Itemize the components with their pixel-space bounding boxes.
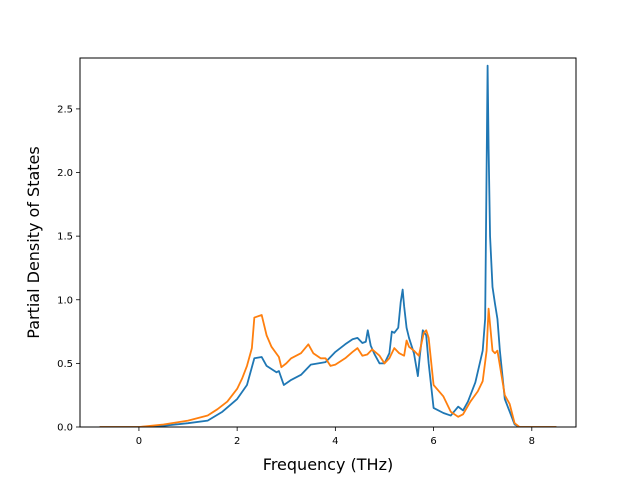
y-axis-label: Partial Density of States <box>24 146 43 338</box>
y-tick-label: 1.0 <box>57 295 73 306</box>
axes-frame <box>79 57 577 428</box>
x-tick-label: 6 <box>430 436 436 447</box>
y-tick-label: 0.5 <box>57 359 73 370</box>
y-axis: 0.0 0.5 1.0 1.5 2.0 2.5 <box>57 104 80 434</box>
y-tick-label: 2.5 <box>57 104 73 115</box>
x-tick-label: 8 <box>529 436 535 447</box>
series-2-line <box>99 307 557 427</box>
x-tick-label: 2 <box>234 436 240 447</box>
y-tick-label: 0.0 <box>57 423 73 434</box>
x-tick-label: 4 <box>332 436 338 447</box>
y-tick-label: 1.5 <box>57 232 73 243</box>
x-axis: 0 2 4 6 8 <box>136 427 535 447</box>
y-tick-label: 2.0 <box>57 168 73 179</box>
plot-area <box>99 64 557 427</box>
series-1-line <box>99 64 557 427</box>
x-axis-label: Frequency (THz) <box>263 455 393 474</box>
x-tick-label: 0 <box>136 436 142 447</box>
